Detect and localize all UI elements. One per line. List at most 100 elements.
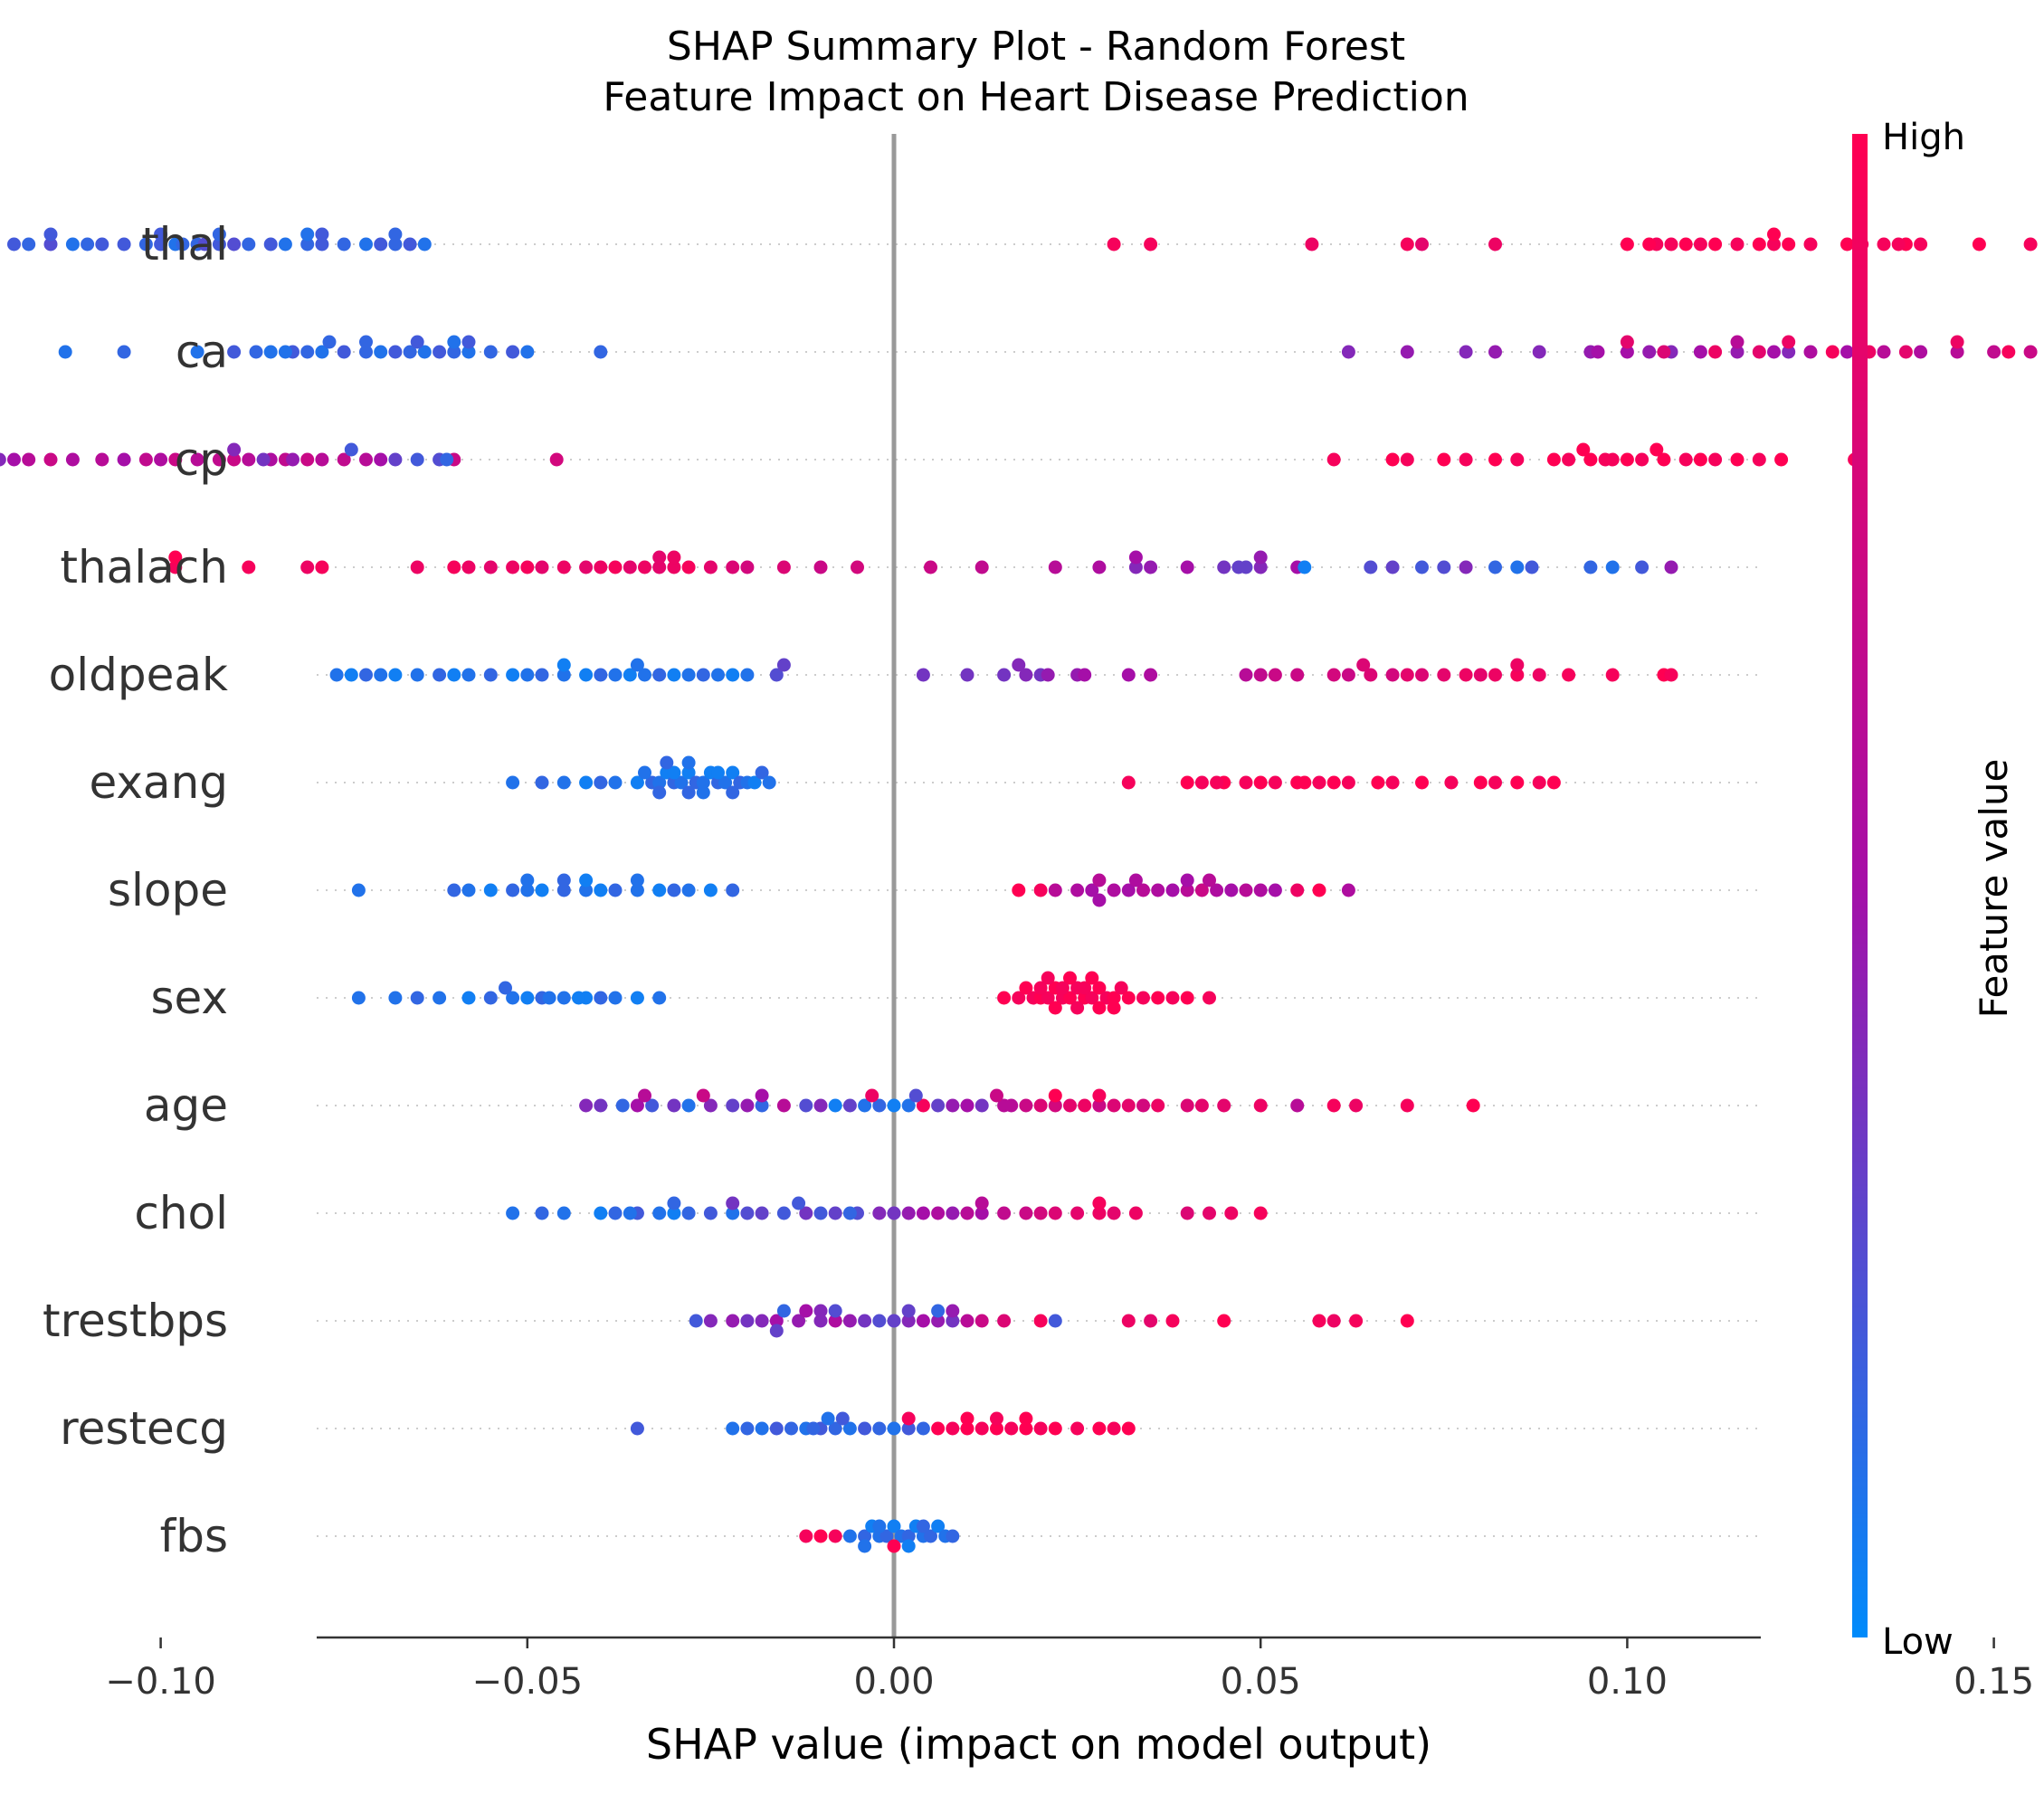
point-cp-12: [212, 452, 226, 467]
point-exang-8: [652, 775, 667, 790]
point-thal-21: [374, 237, 388, 252]
point-ca-20: [520, 345, 535, 359]
point-thal-19: [337, 237, 351, 252]
feature-labels: thal ca cp thalach oldpeak exang slope sex age ch…: [43, 218, 228, 1562]
point-thal-38: [1400, 237, 1414, 252]
point-ca-29: [1400, 345, 1414, 359]
point-trestbps-29: [1326, 1314, 1341, 1328]
point-thal-37: [1488, 237, 1502, 252]
point-trestbps-8: [799, 1304, 813, 1318]
point-chol-24: [960, 1206, 974, 1220]
point-thal-58: [1664, 237, 1678, 252]
point-cp-10: [168, 452, 183, 467]
point-ca-21: [594, 345, 608, 359]
point-chol-42: [1092, 1196, 1107, 1210]
point-restecg-9: [842, 1421, 857, 1436]
point-trestbps-31: [1400, 1314, 1414, 1328]
point-thal-48: [1803, 237, 1818, 252]
point-slope-17: [520, 873, 535, 888]
point-restecg-11: [872, 1421, 887, 1436]
point-cp-26: [549, 452, 564, 467]
point-cp-6: [95, 452, 109, 467]
point-thalach-51: [1128, 550, 1143, 565]
point-age-26: [1019, 1098, 1033, 1113]
point-slope-1: [447, 883, 461, 897]
point-trestbps-11: [842, 1314, 857, 1328]
point-age-30: [1078, 1098, 1092, 1113]
point-exang-39: [1268, 775, 1282, 790]
point-oldpeak-16: [608, 668, 623, 682]
point-ca-23: [322, 335, 337, 349]
point-exang-17: [718, 775, 733, 790]
point-ca-4: [249, 345, 263, 359]
point-chol-13: [776, 1206, 791, 1220]
point-trestbps-10: [828, 1314, 842, 1328]
point-cp-18: [315, 452, 329, 467]
point-thalach-8: [483, 560, 498, 574]
point-ca-24: [410, 335, 424, 349]
point-cp-11: [190, 452, 204, 467]
point-thal-54: [2023, 237, 2038, 252]
point-oldpeak-53: [1562, 668, 1576, 682]
point-ca-3: [227, 345, 242, 359]
point-thal-7: [117, 237, 131, 252]
point-fbs-1: [813, 1529, 828, 1543]
point-chol-32: [1107, 1206, 1121, 1220]
point-thalach-17: [638, 560, 651, 574]
point-slope-15: [703, 883, 718, 897]
point-trestbps-26: [1165, 1314, 1180, 1328]
point-oldpeak-63: [1078, 668, 1092, 682]
point-thalach-26: [851, 560, 864, 574]
point-thalach-32: [1144, 560, 1158, 574]
point-exang-49: [1488, 775, 1502, 790]
point-thalach-34: [1217, 560, 1231, 574]
point-thalach-28: [974, 560, 989, 574]
point-trestbps-37: [931, 1304, 946, 1318]
point-thalach-18: [652, 560, 667, 574]
point-age-41: [1349, 1098, 1364, 1113]
point-exang-6: [630, 775, 644, 790]
point-oldpeak-14: [579, 668, 594, 682]
point-slope-28: [1121, 883, 1136, 897]
point-trestbps-2: [726, 1314, 740, 1328]
point-thal-52: [1914, 237, 1928, 252]
point-thal-61: [1642, 237, 1657, 252]
point-oldpeak-9: [483, 668, 498, 682]
point-sex-43: [1033, 981, 1048, 995]
point-exang-30: [711, 765, 725, 780]
point-sex-5: [483, 991, 498, 1005]
point-ca-46: [1987, 345, 2001, 359]
point-ca-65: [1730, 335, 1745, 349]
point-cp-38: [1510, 452, 1525, 467]
point-oldpeak-62: [1268, 668, 1282, 682]
point-trestbps-15: [901, 1314, 916, 1328]
point-age-5: [667, 1098, 681, 1113]
point-age-49: [1092, 1088, 1107, 1103]
point-ca-39: [1767, 345, 1781, 359]
point-sex-42: [1092, 1001, 1107, 1015]
point-sex-34: [1121, 991, 1136, 1005]
point-chol-35: [1203, 1206, 1216, 1220]
point-age-6: [681, 1098, 696, 1113]
point-restecg-15: [821, 1411, 835, 1426]
point-exang-3: [579, 775, 594, 790]
point-sex-15: [499, 981, 512, 995]
point-oldpeak-32: [997, 668, 1012, 682]
point-chol-36: [1224, 1206, 1239, 1220]
point-sex-41: [1070, 1001, 1085, 1015]
colorbar-high-label: High: [1882, 117, 1965, 158]
point-age-38: [1253, 1098, 1268, 1113]
point-sex-19: [1012, 991, 1026, 1005]
point-age-29: [1063, 1098, 1077, 1113]
point-chol-43: [726, 1196, 740, 1210]
point-cp-27: [227, 442, 242, 457]
point-sex-32: [1107, 991, 1121, 1005]
point-age-47: [990, 1088, 1003, 1103]
point-trestbps-1: [703, 1314, 718, 1328]
point-chol-30: [1070, 1206, 1085, 1220]
point-ca-28: [1341, 345, 1355, 359]
point-slope-20: [556, 873, 571, 888]
point-cp-36: [1459, 452, 1473, 467]
point-ca-41: [1803, 345, 1818, 359]
point-restecg-14: [916, 1421, 930, 1436]
